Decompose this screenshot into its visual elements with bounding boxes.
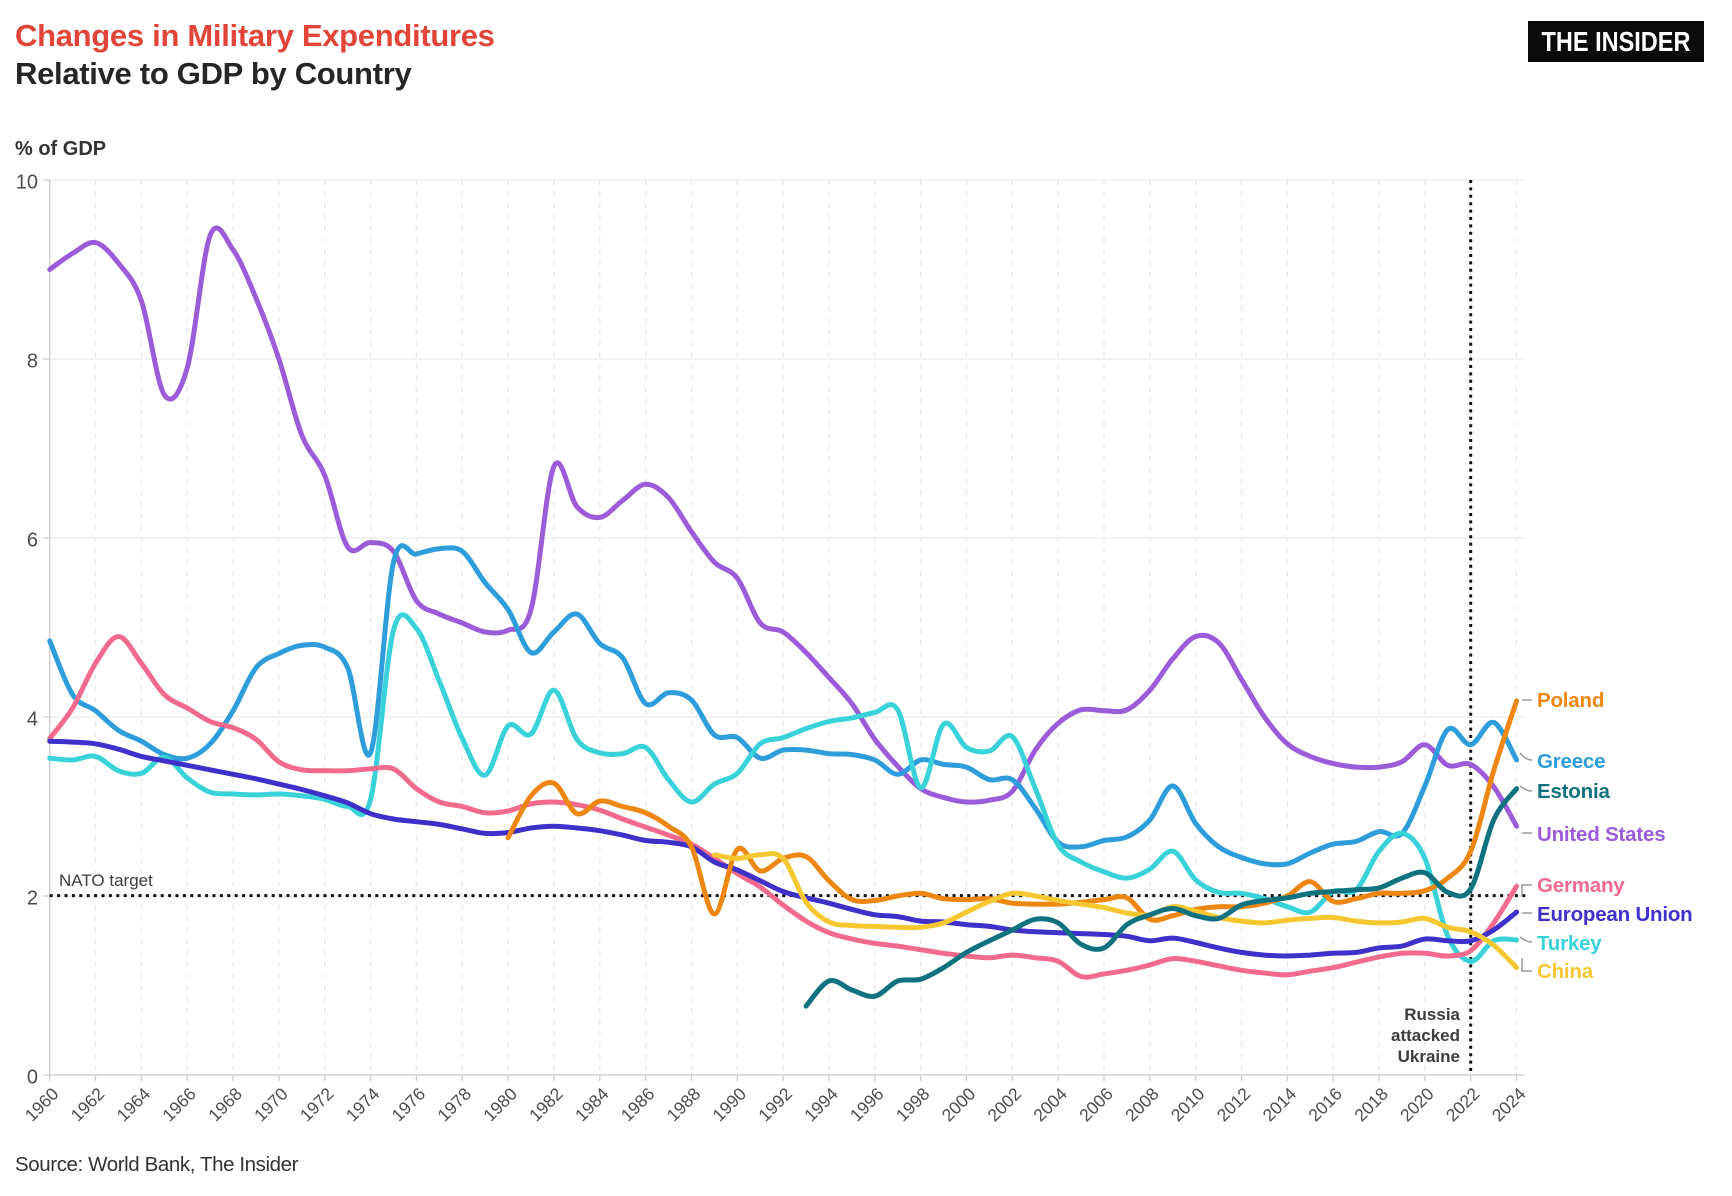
svg-text:2: 2	[27, 888, 38, 910]
svg-text:Greece: Greece	[1537, 750, 1605, 773]
svg-text:China: China	[1537, 960, 1594, 983]
svg-text:United States: United States	[1537, 823, 1665, 846]
svg-text:Estonia: Estonia	[1537, 780, 1610, 803]
svg-text:6: 6	[27, 530, 38, 552]
svg-text:Ukraine: Ukraine	[1398, 1047, 1460, 1066]
svg-text:Changes in Military Expenditur: Changes in Military Expenditures	[15, 18, 495, 53]
svg-text:NATO target: NATO target	[59, 871, 153, 890]
svg-text:4: 4	[27, 709, 38, 731]
svg-text:% of GDP: % of GDP	[15, 138, 106, 160]
svg-text:Russia: Russia	[1404, 1005, 1460, 1024]
svg-text:Poland: Poland	[1537, 689, 1604, 712]
svg-text:Germany: Germany	[1537, 874, 1625, 897]
svg-text:THE INSIDER: THE INSIDER	[1542, 27, 1691, 57]
svg-text:Relative to GDP by Country: Relative to GDP by Country	[15, 56, 412, 91]
svg-text:Turkey: Turkey	[1537, 932, 1602, 955]
svg-text:8: 8	[27, 351, 38, 373]
svg-text:10: 10	[16, 172, 38, 194]
svg-text:Source: World Bank, The Inside: Source: World Bank, The Insider	[15, 1153, 299, 1176]
svg-text:attacked: attacked	[1391, 1026, 1460, 1045]
svg-text:0: 0	[27, 1067, 38, 1089]
svg-text:European Union: European Union	[1537, 903, 1693, 926]
